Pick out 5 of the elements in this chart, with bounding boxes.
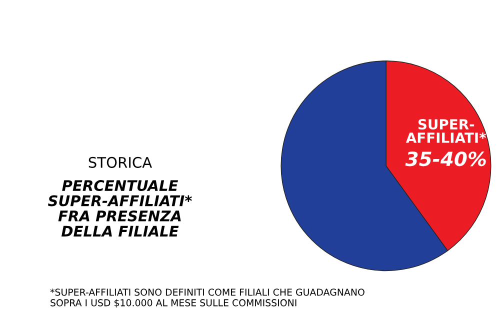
text: PERCENTUALE SUPER-AFFILIATI* FRA PRESENZA DELLA FILIALE [48, 180, 192, 237]
text: *SUPER-AFFILIATI SONO DEFINITI COME FILIALI CHE GUADAGNANO SOPRA I USD $10.000 AL MESE SULLE COMMISSIONI [50, 288, 364, 308]
text: STORICA [88, 156, 152, 168]
slice-label: SUPER-AFFILIATI* [406, 119, 486, 143]
text: 35-40% [405, 151, 486, 166]
